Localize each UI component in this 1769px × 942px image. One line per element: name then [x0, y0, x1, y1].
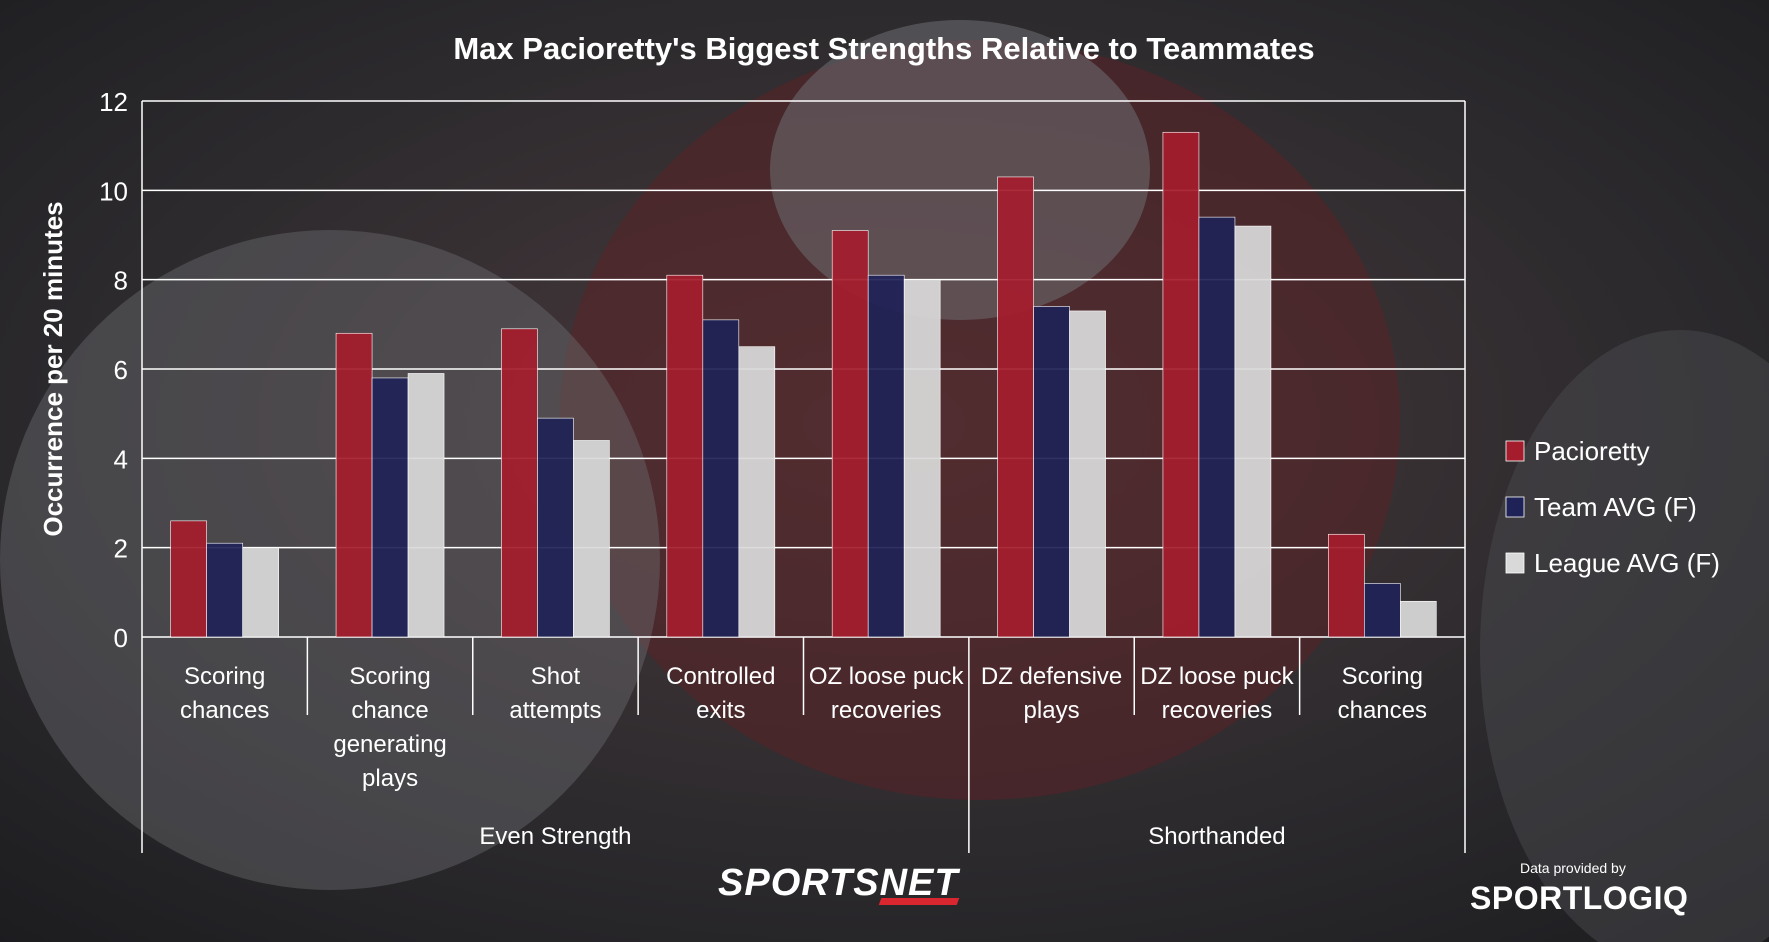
- bar-team-avg-f: [1198, 216, 1236, 638]
- x-group-label: Shorthanded: [1148, 823, 1285, 850]
- sportlogiq-logo: SPORTLOGIQ: [1470, 880, 1689, 916]
- bar-team-avg-f: [702, 319, 740, 638]
- bars: [170, 131, 1437, 638]
- x-tick-label: Shot attempts: [509, 663, 601, 724]
- sportsnet-logo: SPORTSNET: [718, 862, 959, 904]
- y-tick-label: 6: [114, 355, 128, 385]
- legend-label: League AVG (F): [1534, 548, 1720, 578]
- bar-team-avg-f: [1033, 306, 1070, 638]
- y-tick-label: 10: [99, 176, 128, 206]
- bar-league-avg-f: [407, 373, 445, 638]
- legend-swatch: [1505, 496, 1525, 518]
- bar-pacioretty: [170, 520, 207, 638]
- bar-pacioretty: [1328, 533, 1365, 638]
- bar-league-avg-f: [903, 279, 941, 638]
- x-tick-label: Scoring chance generating plays: [333, 663, 446, 792]
- bar-league-avg-f: [242, 547, 279, 638]
- bar-league-avg-f: [738, 346, 776, 638]
- x-tick-label: DZ defensive plays: [981, 663, 1122, 724]
- legend-label: Pacioretty: [1534, 436, 1650, 466]
- y-tick-label: 8: [114, 266, 128, 296]
- bar-league-avg-f: [1234, 225, 1272, 638]
- bar-team-avg-f: [206, 542, 243, 638]
- x-tick-label: Scoring chances: [180, 663, 269, 724]
- bar-league-avg-f: [1400, 600, 1437, 638]
- legend-swatch: [1505, 552, 1525, 574]
- x-tick-label: Controlled exits: [666, 663, 775, 724]
- chart-title: Max Pacioretty's Biggest Strengths Relat…: [453, 31, 1314, 66]
- legend-label: Team AVG (F): [1534, 492, 1697, 522]
- bar-league-avg-f: [1069, 310, 1106, 638]
- bar-team-avg-f: [371, 377, 409, 638]
- bar-team-avg-f: [1364, 583, 1401, 638]
- y-tick-label: 4: [114, 444, 128, 474]
- x-tick-label: OZ loose puck recoveries: [809, 663, 965, 724]
- legend-swatch: [1505, 440, 1525, 462]
- bar-league-avg-f: [573, 440, 610, 638]
- bar-pacioretty: [831, 230, 869, 638]
- x-tick-label: Scoring chances: [1338, 663, 1427, 724]
- bar-pacioretty: [666, 274, 704, 638]
- legend: Pacioretty Team AVG (F) League AVG (F): [1505, 436, 1720, 578]
- bar-team-avg-f: [537, 417, 574, 638]
- x-group-label: Even Strength: [479, 823, 631, 850]
- y-tick-label: 0: [114, 623, 128, 653]
- bar-pacioretty: [997, 176, 1034, 638]
- bar-pacioretty: [1162, 131, 1200, 638]
- data-provided-by-label: Data provided by: [1520, 860, 1626, 876]
- y-tick-label: 12: [99, 87, 128, 117]
- x-axis: Scoring chances Scoring chance generating pla…: [141, 637, 1466, 853]
- y-tick-labels: 0 2 4 6 8 10 12: [99, 87, 128, 653]
- bar-pacioretty: [335, 332, 373, 638]
- sportsnet-logo-stripe: [878, 898, 960, 905]
- x-tick-label: DZ loose puck recoveries: [1140, 663, 1294, 724]
- bar-pacioretty: [501, 328, 538, 638]
- y-axis-label: Occurrence per 20 minutes: [38, 201, 68, 536]
- bar-team-avg-f: [867, 274, 905, 638]
- y-tick-label: 2: [114, 534, 128, 564]
